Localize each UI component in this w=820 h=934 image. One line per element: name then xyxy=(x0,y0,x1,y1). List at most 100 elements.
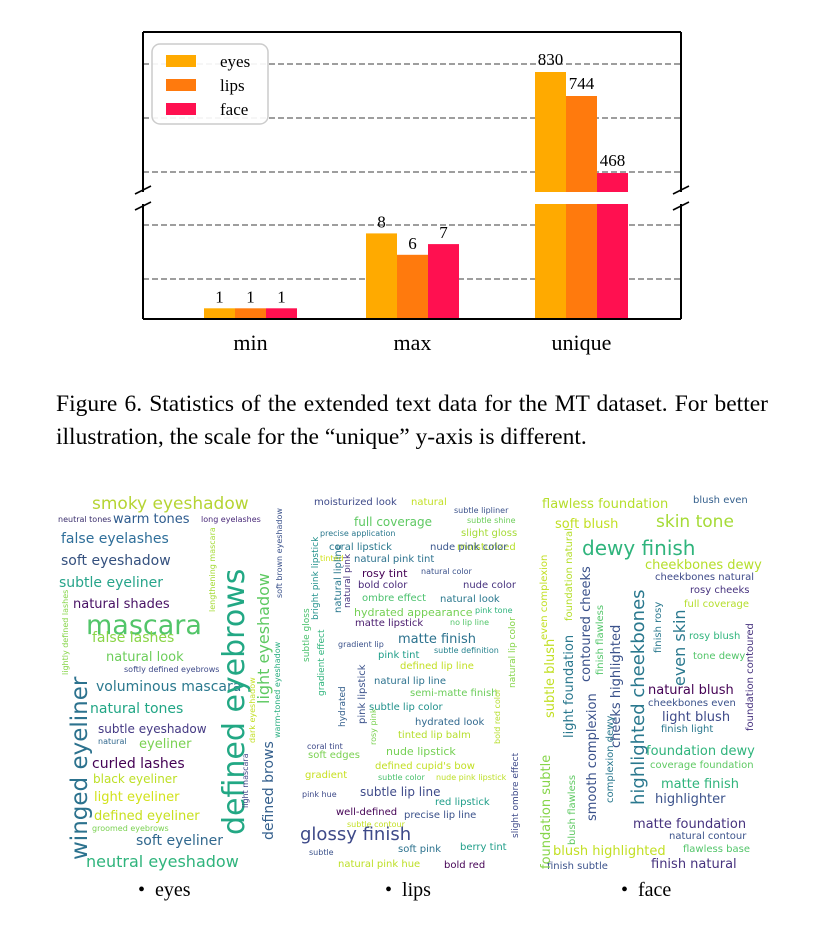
word-face-1: blush even xyxy=(693,495,748,506)
word-lips-0: moisturized look xyxy=(314,497,397,508)
wordcloud-face: flawless foundation blush even soft blush s… xyxy=(538,488,770,880)
wordcloud-lips: moisturized look natural subtle lipliner su… xyxy=(298,488,530,880)
bar-unique-lips-lower xyxy=(566,204,597,319)
wordcloud-label-lips: • lips xyxy=(385,879,431,901)
word-lips-37: subtle color xyxy=(378,773,425,782)
legend: eyes lips face xyxy=(166,52,250,119)
word-lips-9: nude pink color xyxy=(430,542,508,553)
word-lips-49: natural pink hue xyxy=(338,859,421,870)
word-lips-50: bold red xyxy=(444,860,486,871)
axis-break-mark xyxy=(672,185,690,195)
word-lips-10: natural pink tint xyxy=(354,554,435,565)
word-lips-42: well-defined xyxy=(336,807,398,818)
data-label-max-eyes: 8 xyxy=(377,212,386,231)
word-eyes-5: soft eyeshadow xyxy=(61,553,171,569)
legend-swatch-face xyxy=(166,103,196,115)
legend-label-eyes: eyes xyxy=(220,52,250,71)
word-face-25: even complexion xyxy=(539,554,550,640)
word-face-34: even skin xyxy=(670,609,689,686)
data-label-unique-eyes: 830 xyxy=(538,50,564,69)
word-face-21: blush highlighted xyxy=(553,844,666,859)
word-lips-44: precise lip line xyxy=(404,810,477,821)
axis-break-mark xyxy=(134,185,152,195)
word-lips-30: hydrated look xyxy=(415,717,485,728)
word-eyes-20: defined eyeliner xyxy=(94,809,200,824)
word-lips-56: hydrated xyxy=(338,686,348,727)
word-face-29: contoured cheeks xyxy=(579,566,594,682)
word-lips-52: bright pink lipstick xyxy=(311,536,321,620)
word-lips-20: matte lipstick xyxy=(355,618,424,629)
bar-min-lips xyxy=(235,308,266,319)
word-eyes-26: light eyeshadow xyxy=(254,572,273,704)
data-label-max-lips: 6 xyxy=(408,234,417,253)
word-eyes-18: black eyeliner xyxy=(93,772,178,786)
word-lips-55: gradient effect xyxy=(317,629,327,696)
word-lips-41: red lipstick xyxy=(435,797,490,808)
word-eyes-23: neutral eyeshadow xyxy=(86,852,239,871)
word-face-2: soft blush xyxy=(555,517,619,532)
bar-min-face xyxy=(266,308,297,319)
word-lips-31: tinted lip balm xyxy=(398,730,471,741)
word-lips-47: subtle xyxy=(309,848,334,857)
word-eyes-0: smoky eyeshadow xyxy=(92,494,249,514)
word-face-38: smooth complexion xyxy=(585,693,600,821)
word-eyes-8: mascara xyxy=(86,610,202,641)
wordcloud-label-eyes: • eyes xyxy=(138,879,191,901)
x-tick-unique: unique xyxy=(552,330,612,355)
word-eyes-21: groomed eyebrows xyxy=(92,824,169,833)
data-label-min-eyes: 1 xyxy=(215,287,224,306)
word-face-19: matte foundation xyxy=(633,817,747,832)
word-face-18: highlighter xyxy=(655,792,726,807)
word-eyes-33: dark eyeshadow xyxy=(248,677,257,743)
bars-layer xyxy=(204,72,628,319)
word-lips-11: tinted xyxy=(320,554,344,563)
word-face-14: finish light xyxy=(661,724,714,735)
word-lips-57: pink lipstick xyxy=(357,664,368,724)
word-lips-13: natural color xyxy=(421,567,472,576)
word-face-26: foundation natural xyxy=(564,528,575,621)
word-lips-39: subtle lip line xyxy=(360,785,441,799)
word-lips-60: bold red color xyxy=(493,688,502,744)
word-lips-54: natural pink xyxy=(343,553,353,608)
word-lips-32: coral tint xyxy=(307,742,343,751)
word-face-11: natural blush xyxy=(648,683,734,698)
word-lips-48: soft pink xyxy=(398,844,442,855)
word-face-6: cheekbones natural xyxy=(655,572,755,583)
word-eyes-31: warm-toned eyeshadow xyxy=(273,641,282,738)
legend-swatch-lips xyxy=(166,79,196,91)
word-lips-36: gradient xyxy=(305,770,348,781)
word-lips-2: subtle lipliner xyxy=(454,506,509,515)
word-lips-17: natural look xyxy=(440,594,500,605)
word-lips-61: slight ombre effect xyxy=(511,752,521,838)
word-eyes-27: defined brows xyxy=(261,741,277,840)
word-eyes-12: voluminous mascara xyxy=(96,679,242,695)
bar-unique-face xyxy=(597,173,628,192)
word-face-30: finish flawless xyxy=(595,604,606,675)
word-lips-38: nude pink lipstick xyxy=(436,773,507,782)
word-face-3: skin tone xyxy=(656,512,734,532)
word-face-13: light blush xyxy=(662,710,731,725)
word-eyes-4: false eyelashes xyxy=(61,531,169,547)
word-eyes-22: soft eyeliner xyxy=(136,833,224,849)
word-lips-7: moisturized xyxy=(457,542,516,553)
word-lips-59: natural lip color xyxy=(508,617,518,688)
word-eyes-24: winged eyeliner xyxy=(67,676,93,860)
word-lips-21: no lip line xyxy=(450,618,490,627)
word-face-23: finish subtle xyxy=(547,861,608,872)
bar-chart: 1 1 1 8 6 7 830 744 468 min max unique eyes lips fac… xyxy=(134,31,690,355)
word-face-7: rosy cheeks xyxy=(690,585,750,596)
word-lips-33: soft edges xyxy=(308,750,360,761)
word-face-28: light foundation xyxy=(562,634,577,738)
word-eyes-11: softly defined eyebrows xyxy=(124,665,220,674)
word-eyes-9: false lashes xyxy=(92,630,175,646)
word-face-15: foundation dewy xyxy=(646,744,755,759)
word-eyes-17: curled lashes xyxy=(92,756,185,772)
word-lips-25: pink tint xyxy=(378,650,420,661)
word-face-17: matte finish xyxy=(661,777,740,792)
x-tick-max: max xyxy=(394,330,432,355)
word-lips-3: subtle shine xyxy=(467,516,516,525)
word-lips-26: defined lip line xyxy=(400,661,474,672)
word-eyes-1: warm tones xyxy=(113,512,190,527)
word-face-35: foundation contoured xyxy=(745,623,756,731)
word-lips-5: slight gloss xyxy=(461,528,518,539)
